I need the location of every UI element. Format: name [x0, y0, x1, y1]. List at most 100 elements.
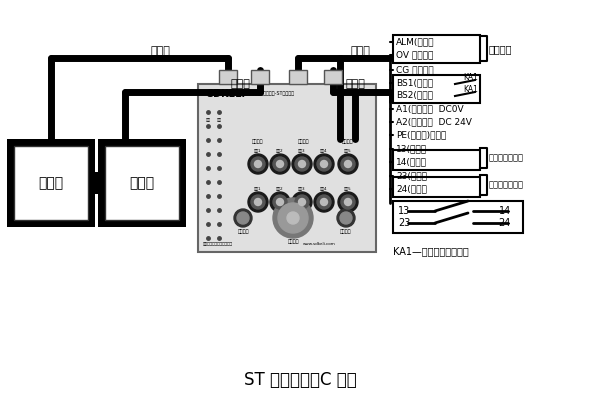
Circle shape [341, 195, 355, 209]
Text: 通道4: 通道4 [320, 186, 328, 190]
Text: BS2(棕色）: BS2(棕色） [396, 90, 433, 100]
Circle shape [344, 160, 352, 168]
Text: 通道状态: 通道状态 [297, 140, 309, 144]
Text: 光轴: 光轴 [205, 118, 211, 122]
Text: 24: 24 [499, 218, 511, 228]
Circle shape [254, 160, 262, 168]
Circle shape [273, 198, 313, 238]
Circle shape [299, 198, 305, 206]
Circle shape [277, 198, 284, 206]
Bar [105, 146, 179, 220]
Text: 14: 14 [499, 206, 511, 216]
Text: KA1—折弯机慢下继电器: KA1—折弯机慢下继电器 [393, 246, 469, 256]
Bar [98, 139, 186, 227]
Text: 通道4: 通道4 [320, 148, 328, 152]
Text: 接快下控制输出: 接快下控制输出 [489, 180, 524, 190]
Circle shape [320, 160, 328, 168]
Circle shape [338, 192, 358, 212]
Bar [91, 172, 103, 194]
Text: 发射器: 发射器 [38, 176, 64, 190]
Circle shape [248, 192, 268, 212]
Text: KA1: KA1 [463, 86, 478, 94]
Circle shape [248, 154, 268, 174]
Text: 通道3: 通道3 [298, 186, 306, 190]
Circle shape [270, 192, 290, 212]
Circle shape [273, 157, 287, 171]
Text: SDKELI: SDKELI [206, 89, 245, 99]
Circle shape [295, 157, 309, 171]
Circle shape [278, 203, 308, 233]
Bar [393, 35, 480, 63]
Text: 报警状态: 报警状态 [342, 140, 354, 144]
Circle shape [299, 160, 305, 168]
Text: CG （红色）: CG （红色） [396, 66, 434, 74]
Circle shape [337, 209, 355, 227]
Circle shape [254, 198, 262, 206]
Text: 通道3: 通道3 [298, 148, 306, 152]
Text: A2(红色）：  DC 24V: A2(红色）： DC 24V [396, 118, 472, 126]
Bar [393, 201, 523, 233]
Text: 接报警器: 接报警器 [489, 44, 512, 54]
Bar [393, 150, 480, 170]
Text: PE(黄绿色)：接地: PE(黄绿色)：接地 [396, 130, 446, 140]
Text: 14(蓝色）: 14(蓝色） [396, 158, 427, 166]
Text: KA1: KA1 [463, 74, 478, 82]
Circle shape [292, 154, 312, 174]
Text: 电源开关: 电源开关 [340, 230, 352, 234]
Text: 通道2: 通道2 [276, 186, 284, 190]
Text: 通道2: 通道2 [276, 148, 284, 152]
Text: 信号线: 信号线 [350, 46, 370, 56]
Text: 复位开关: 复位开关 [237, 230, 249, 234]
Text: 23: 23 [398, 218, 410, 228]
Circle shape [341, 157, 355, 171]
Text: 13: 13 [398, 206, 410, 216]
Bar [393, 177, 480, 197]
Circle shape [237, 212, 249, 224]
Text: 传输线: 传输线 [150, 46, 170, 56]
Circle shape [270, 154, 290, 174]
Text: ALM(黑色）: ALM(黑色） [396, 38, 434, 46]
Bar [324, 70, 342, 84]
Text: 13(蓝色）: 13(蓝色） [396, 144, 427, 154]
Circle shape [320, 198, 328, 206]
Circle shape [340, 212, 352, 224]
Text: 传输线: 传输线 [230, 79, 250, 89]
Circle shape [295, 195, 309, 209]
Bar [251, 70, 269, 84]
Circle shape [314, 154, 334, 174]
Bar [7, 139, 95, 227]
Text: BS1(蓝色）: BS1(蓝色） [396, 78, 433, 88]
Bar [198, 84, 376, 252]
Text: 山东斯力光电技术有限公司: 山东斯力光电技术有限公司 [203, 242, 233, 246]
Text: 通道1: 通道1 [254, 186, 262, 190]
Text: 接快下控制输出: 接快下控制输出 [489, 154, 524, 162]
Text: 位置调整: 位置调整 [287, 240, 299, 244]
Text: 电源线: 电源线 [345, 79, 365, 89]
Text: 通道5: 通道5 [344, 148, 352, 152]
Bar [289, 70, 307, 84]
Bar [393, 75, 480, 103]
Circle shape [292, 192, 312, 212]
Circle shape [287, 212, 299, 224]
Circle shape [277, 160, 284, 168]
Text: ST 型控制器（C 型）: ST 型控制器（C 型） [244, 371, 356, 389]
Text: 接收: 接收 [217, 118, 221, 122]
Circle shape [317, 157, 331, 171]
Circle shape [251, 157, 265, 171]
Bar [14, 146, 88, 220]
Text: 23(棕色）: 23(棕色） [396, 172, 427, 180]
Text: 光片型激光安全保护装置-ST型控制器: 光片型激光安全保护装置-ST型控制器 [244, 92, 295, 96]
Circle shape [338, 154, 358, 174]
Text: A1(白色）：  DC0V: A1(白色）： DC0V [396, 104, 464, 114]
Circle shape [317, 195, 331, 209]
Text: 接收器: 接收器 [130, 176, 155, 190]
Circle shape [251, 195, 265, 209]
Text: 发射接收: 发射接收 [252, 140, 264, 144]
Circle shape [234, 209, 252, 227]
Circle shape [273, 195, 287, 209]
Bar [219, 70, 237, 84]
Text: OV （绿色）: OV （绿色） [396, 50, 433, 60]
Circle shape [344, 198, 352, 206]
Circle shape [314, 192, 334, 212]
Text: www.sdkeli.com: www.sdkeli.com [303, 242, 336, 246]
